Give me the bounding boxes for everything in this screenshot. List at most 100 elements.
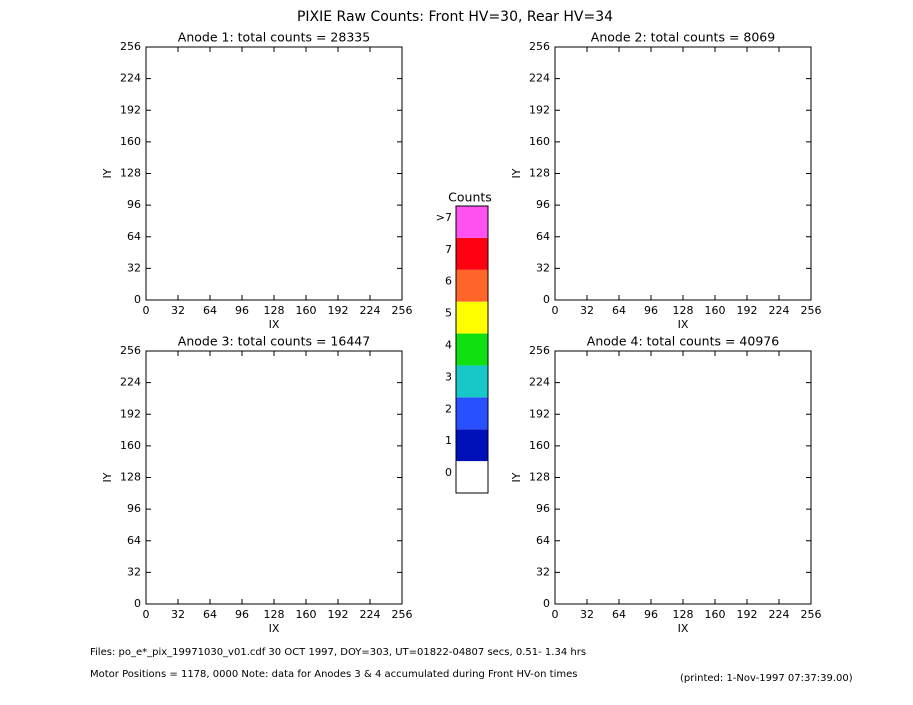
x-tick-label: 96 [644, 608, 658, 621]
x-tick-label: 256 [392, 304, 413, 317]
y-tick-label: 0 [543, 293, 550, 306]
y-tick-label: 32 [536, 261, 550, 274]
y-tick-label: 192 [529, 407, 550, 420]
x-tick-label: 128 [673, 304, 694, 317]
colorbar-label: 2 [445, 402, 452, 415]
color-block [456, 237, 488, 270]
y-tick-label: 224 [120, 376, 141, 389]
x-tick-label: 0 [143, 304, 150, 317]
x-axis-label: IX [269, 318, 280, 331]
panel-title: Anode 4: total counts = 40976 [587, 334, 779, 349]
x-tick-label: 160 [296, 304, 317, 317]
x-tick-label: 160 [705, 608, 726, 621]
y-tick-label: 192 [120, 407, 141, 420]
x-tick-label: 64 [203, 304, 217, 317]
y-tick-label: 160 [120, 135, 141, 148]
y-tick-label: 32 [127, 565, 141, 578]
footer-printed: (printed: 1-Nov-1997 07:37:39.00) [680, 673, 853, 684]
y-tick-label: 64 [536, 534, 550, 547]
x-tick-label: 64 [612, 304, 626, 317]
y-tick-label: 64 [536, 230, 550, 243]
y-tick-label: 32 [127, 261, 141, 274]
footer-motor: Motor Positions = 1178, 0000 Note: data … [90, 669, 577, 680]
color-block [456, 333, 488, 366]
panel-title: Anode 1: total counts = 28335 [178, 30, 370, 45]
y-tick-label: 96 [536, 502, 550, 515]
y-axis-label: IY [510, 472, 523, 482]
panel-title: Anode 3: total counts = 16447 [178, 334, 370, 349]
x-tick-label: 0 [143, 608, 150, 621]
x-tick-label: 96 [235, 304, 249, 317]
colorbar-label: 4 [445, 339, 452, 352]
y-tick-label: 0 [134, 293, 141, 306]
panel-title: Anode 2: total counts = 8069 [591, 30, 775, 45]
y-tick-label: 160 [529, 135, 550, 148]
y-tick-label: 128 [120, 167, 141, 180]
x-tick-label: 0 [552, 304, 559, 317]
y-tick-label: 96 [536, 198, 550, 211]
plot-frame [145, 350, 403, 605]
x-tick-label: 256 [801, 304, 822, 317]
x-tick-label: 64 [203, 608, 217, 621]
y-tick-label: 224 [529, 72, 550, 85]
y-tick-label: 0 [543, 597, 550, 610]
x-tick-label: 32 [580, 608, 594, 621]
colorbar-label: 1 [445, 434, 452, 447]
x-tick-label: 0 [552, 608, 559, 621]
x-tick-label: 160 [705, 304, 726, 317]
y-tick-label: 96 [127, 502, 141, 515]
color-block [456, 206, 488, 238]
plot-frame [145, 46, 403, 301]
plot-frame [554, 350, 812, 605]
color-block [456, 461, 488, 493]
y-tick-label: 256 [529, 344, 550, 357]
x-axis-label: IX [678, 622, 689, 635]
x-tick-label: 32 [171, 608, 185, 621]
color-block [456, 429, 488, 462]
x-tick-label: 128 [264, 608, 285, 621]
x-tick-label: 256 [392, 608, 413, 621]
x-tick-label: 64 [612, 608, 626, 621]
y-tick-label: 128 [120, 471, 141, 484]
y-tick-label: 128 [529, 167, 550, 180]
chart-title: PIXIE Raw Counts: Front HV=30, Rear HV=3… [297, 9, 613, 25]
y-tick-label: 224 [529, 376, 550, 389]
x-tick-label: 128 [673, 608, 694, 621]
x-tick-label: 32 [580, 304, 594, 317]
colorbar-label: 0 [445, 466, 452, 479]
x-tick-label: 192 [737, 304, 758, 317]
colorbar-label: >7 [436, 211, 452, 224]
color-block [456, 301, 488, 334]
y-tick-label: 64 [127, 534, 141, 547]
y-tick-label: 160 [120, 439, 141, 452]
y-tick-label: 192 [529, 103, 550, 116]
colorbar-title: Counts [448, 190, 492, 205]
colorbar-label: 7 [445, 243, 452, 256]
y-tick-label: 224 [120, 72, 141, 85]
y-axis-label: IY [510, 168, 523, 178]
y-axis-label: IY [101, 168, 114, 178]
x-tick-label: 32 [171, 304, 185, 317]
x-axis-label: IX [678, 318, 689, 331]
x-tick-label: 192 [737, 608, 758, 621]
y-tick-label: 256 [529, 40, 550, 53]
x-tick-label: 224 [769, 304, 790, 317]
color-block [456, 269, 488, 302]
y-tick-label: 64 [127, 230, 141, 243]
x-tick-label: 224 [360, 608, 381, 621]
colorbar-label: 3 [445, 370, 452, 383]
color-block [456, 397, 488, 430]
x-axis-label: IX [269, 622, 280, 635]
x-tick-label: 192 [328, 304, 349, 317]
x-tick-label: 160 [296, 608, 317, 621]
colorbar-label: 5 [445, 307, 452, 320]
y-tick-label: 192 [120, 103, 141, 116]
x-tick-label: 96 [644, 304, 658, 317]
colorbar-frame [455, 205, 489, 494]
colorbar-label: 6 [445, 275, 452, 288]
x-tick-label: 256 [801, 608, 822, 621]
y-tick-label: 128 [529, 471, 550, 484]
x-tick-label: 224 [360, 304, 381, 317]
color-block [456, 365, 488, 398]
